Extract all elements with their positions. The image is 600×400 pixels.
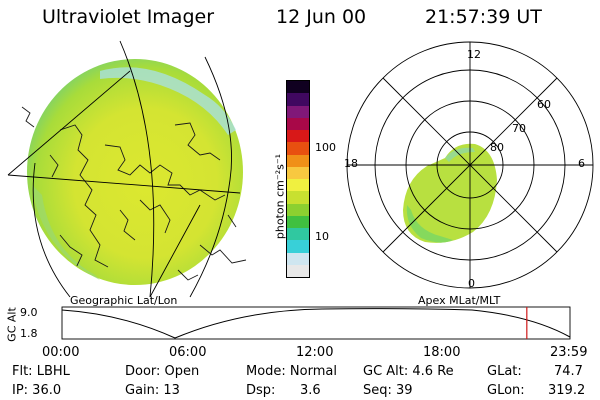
gain-status: Gain: 13 xyxy=(125,383,180,398)
colorbar-segment xyxy=(287,154,309,167)
mlat-80-label: 80 xyxy=(490,141,504,154)
mlt-18-label: 18 xyxy=(344,157,358,170)
colorbar-segment xyxy=(287,215,309,228)
colorbar-segment xyxy=(287,105,309,118)
colorbar-segment xyxy=(287,93,309,106)
colorbar-tick-10: 10 xyxy=(315,230,329,243)
timeline-ytick-bottom: 1.8 xyxy=(20,327,38,340)
colorbar-unit-label: photon cm⁻²s⁻¹ xyxy=(273,153,287,240)
colorbar-segment xyxy=(287,117,309,130)
mlat-70-label: 70 xyxy=(512,122,526,135)
colorbar-segment xyxy=(287,130,309,143)
gc-alt-curve xyxy=(61,308,571,339)
time-label: 21:57:39 UT xyxy=(425,6,542,28)
timeline-xtick: 06:00 xyxy=(169,345,207,360)
timeline-xtick: 23:59 xyxy=(550,345,588,360)
mlt-6-label: 6 xyxy=(578,157,585,170)
polar-panel-label: Apex MLat/MLT xyxy=(418,294,501,307)
mlat-60-label: 60 xyxy=(537,98,551,111)
mlt-12-label: 12 xyxy=(467,48,481,61)
colorbar-segment xyxy=(287,203,309,216)
geographic-image xyxy=(7,40,247,298)
timeline-xtick: 18:00 xyxy=(423,345,461,360)
colorbar-segment xyxy=(287,179,309,192)
door-status: Door: Open xyxy=(125,364,200,379)
auroral-image-disk xyxy=(27,59,243,285)
dsp-value: 3.6 xyxy=(300,383,321,398)
mlt-0-label: 0 xyxy=(468,277,475,290)
glat-label: GLat: xyxy=(487,364,522,379)
colorbar xyxy=(286,80,310,278)
colorbar-segment xyxy=(287,191,309,204)
colorbar-tick-100: 100 xyxy=(315,141,336,154)
glat-value: 74.7 xyxy=(554,364,583,379)
colorbar-segment xyxy=(287,142,309,155)
timeline-xtick: 00:00 xyxy=(42,345,80,360)
colorbar-segment xyxy=(287,252,309,265)
timeline-y-axis-label: GC Alt xyxy=(5,307,19,342)
colorbar-segment xyxy=(287,228,309,241)
timeline-xtick: 12:00 xyxy=(296,345,334,360)
ip-status: IP: 36.0 xyxy=(12,383,62,398)
colorbar-segment xyxy=(287,264,309,277)
seq-status: Seq: 39 xyxy=(363,383,413,398)
mode-status: Mode: Normal xyxy=(246,364,337,379)
date-label: 12 Jun 00 xyxy=(276,6,367,28)
colorbar-segment xyxy=(287,166,309,179)
colorbar-segment xyxy=(287,240,309,253)
polar-mlat-mlt-plot xyxy=(346,41,594,289)
gc-alt-status: GC Alt: 4.6 Re xyxy=(363,364,454,379)
dsp-label: Dsp: xyxy=(246,383,276,398)
filter-status: Flt: LBHL xyxy=(12,364,70,379)
timeline-plot xyxy=(61,306,571,340)
glon-value: 319.2 xyxy=(548,383,586,398)
app-title: Ultraviolet Imager xyxy=(42,6,215,28)
glon-label: GLon: xyxy=(487,383,525,398)
colorbar-segment xyxy=(287,81,309,94)
geographic-panel-label: Geographic Lat/Lon xyxy=(70,294,178,307)
timeline-ytick-top: 9.0 xyxy=(20,306,38,319)
